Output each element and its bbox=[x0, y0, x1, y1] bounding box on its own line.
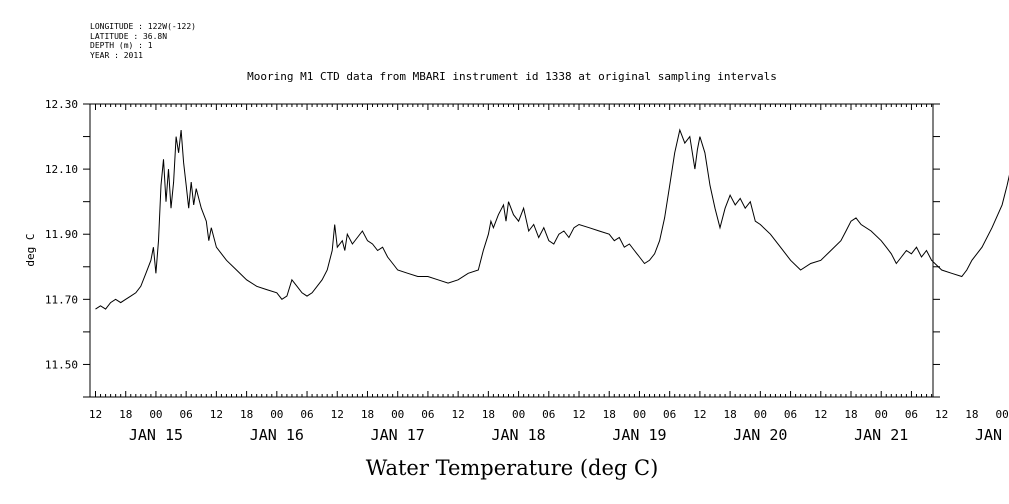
hour-tick-label: 12 bbox=[331, 408, 344, 421]
day-label: JAN 18 bbox=[491, 426, 545, 444]
hour-tick-label: 18 bbox=[844, 408, 857, 421]
chart-title: Mooring M1 CTD data from MBARI instrumen… bbox=[247, 70, 777, 83]
day-label: JAN 22 bbox=[975, 426, 1009, 444]
hour-tick-label: 12 bbox=[452, 408, 465, 421]
plot-frame bbox=[89, 103, 934, 398]
x-axis-label: Water Temperature (deg C) bbox=[366, 456, 659, 480]
day-label: JAN 15 bbox=[129, 426, 183, 444]
day-label: JAN 16 bbox=[250, 426, 304, 444]
x-tick-labels: 12 18 00 06 12 18 00 06 12 18 00 06 12 18 00 06 12 18 00 06… bbox=[89, 408, 1009, 444]
hour-tick-label: 12 bbox=[89, 408, 102, 421]
day-label: JAN 19 bbox=[612, 426, 666, 444]
hour-tick-label: 00 bbox=[149, 408, 162, 421]
day-label: JAN 20 bbox=[733, 426, 787, 444]
meta-year: YEAR : 2011 bbox=[90, 50, 143, 60]
hour-tick-label: 18 bbox=[965, 408, 978, 421]
y-tick-label: 11.90 bbox=[45, 228, 78, 241]
hour-tick-label: 18 bbox=[240, 408, 253, 421]
y-axis-label: deg C bbox=[24, 233, 37, 266]
day-label: JAN 17 bbox=[371, 426, 425, 444]
hour-tick-label: 12 bbox=[693, 408, 706, 421]
y-tick-label: 12.30 bbox=[45, 98, 78, 111]
series-line bbox=[95, 128, 1009, 310]
y-tick-label: 12.10 bbox=[45, 163, 78, 176]
hour-tick-label: 18 bbox=[119, 408, 132, 421]
y-tick-labels: 11.50 11.70 11.90 12.10 12.30 bbox=[45, 98, 78, 371]
hour-tick-label: 00 bbox=[754, 408, 767, 421]
meta-longitude: LONGITUDE : 122W(-122) bbox=[90, 22, 196, 31]
hour-tick-label: 06 bbox=[300, 408, 313, 421]
hour-tick-label: 12 bbox=[210, 408, 223, 421]
y-tick-label: 11.70 bbox=[45, 293, 78, 306]
metadata-block: LONGITUDE : 122W(-122) LATITUDE : 36.8N … bbox=[90, 22, 196, 60]
hour-tick-label: 00 bbox=[512, 408, 525, 421]
hour-tick-label: 00 bbox=[995, 408, 1008, 421]
hour-tick-label: 06 bbox=[180, 408, 193, 421]
hour-tick-label: 06 bbox=[421, 408, 434, 421]
hour-tick-label: 06 bbox=[663, 408, 676, 421]
tick-marks bbox=[83, 103, 940, 398]
hour-tick-label: 06 bbox=[905, 408, 918, 421]
hour-tick-label: 00 bbox=[875, 408, 888, 421]
meta-latitude: LATITUDE : 36.8N bbox=[90, 31, 168, 41]
meta-depth: DEPTH (m) : 1 bbox=[90, 41, 153, 50]
day-label: JAN 21 bbox=[854, 426, 908, 444]
hour-tick-label: 12 bbox=[572, 408, 585, 421]
hour-tick-label: 00 bbox=[270, 408, 283, 421]
y-tick-label: 11.50 bbox=[45, 358, 78, 371]
hour-tick-label: 18 bbox=[361, 408, 374, 421]
hour-tick-label: 06 bbox=[784, 408, 797, 421]
hour-tick-label: 00 bbox=[391, 408, 404, 421]
hour-tick-label: 12 bbox=[814, 408, 827, 421]
hour-tick-label: 00 bbox=[633, 408, 646, 421]
hour-tick-label: 18 bbox=[723, 408, 736, 421]
hour-tick-label: 18 bbox=[482, 408, 495, 421]
hour-tick-label: 12 bbox=[935, 408, 948, 421]
hour-tick-label: 18 bbox=[603, 408, 616, 421]
hour-tick-label: 06 bbox=[542, 408, 555, 421]
